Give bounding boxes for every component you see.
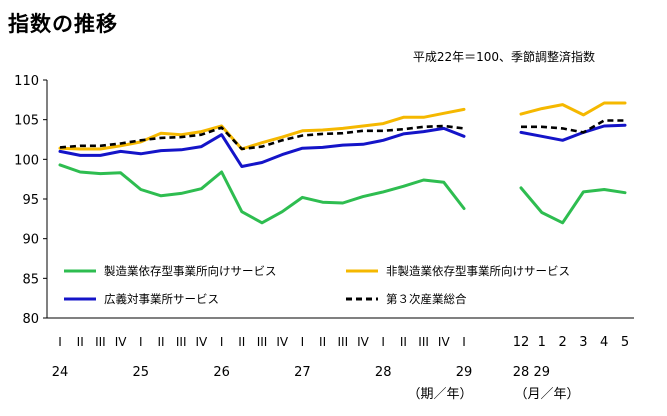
x-unit-label-quarterly: （期／年） <box>407 387 472 402</box>
legend-label-2: 非製造業依存型事業所向けサービス <box>386 264 570 278</box>
x-period-label: IV <box>115 335 128 349</box>
legend-label-3: 広義対事業所サービス <box>104 292 219 306</box>
x-year-label: 24 <box>52 365 69 380</box>
x-period-label: I <box>462 335 466 349</box>
series-line-monthly-4 <box>521 119 625 134</box>
x-period-label: III <box>176 335 187 349</box>
chart-axes: 80 85 90 95 100 105 110 <box>14 74 634 327</box>
y-tick-label: 90 <box>22 233 39 248</box>
x-month-year-label: 29 <box>534 365 551 380</box>
legend: 製造業依存型事業所向けサービス 非製造業依存型事業所向けサービス広義対事業所サービ… <box>64 264 570 306</box>
x-month-label: 1 <box>538 335 546 350</box>
page-title: 指数の推移 <box>8 12 118 36</box>
series-layer <box>58 101 627 225</box>
x-period-label: II <box>400 335 407 349</box>
y-tick-label: 80 <box>22 312 39 327</box>
legend-label-4: 第３次産業総合 <box>386 292 467 306</box>
series-line-monthly-2 <box>519 101 627 117</box>
x-period-label: III <box>95 335 106 349</box>
x-month-label: 2 <box>558 335 566 350</box>
x-month-label: 12 <box>513 335 530 350</box>
series-line-monthly-3 <box>519 123 627 142</box>
x-period-label: I <box>58 335 62 349</box>
legend-label-1: 製造業依存型事業所向けサービス <box>104 264 277 278</box>
x-year-label: 28 <box>375 365 392 380</box>
x-period-label: IV <box>276 335 289 349</box>
x-period-label: IV <box>438 335 451 349</box>
series-line-quarterly-2 <box>58 107 466 151</box>
y-tick-label: 105 <box>14 114 39 129</box>
x-period-label: III <box>337 335 348 349</box>
x-period-label: I <box>139 335 143 349</box>
x-year-label: 29 <box>456 365 473 380</box>
y-tick-label: 100 <box>14 153 39 168</box>
y-tick-label: 85 <box>22 272 39 287</box>
series-line-quarterly-4 <box>59 124 465 151</box>
series-line-quarterly-1 <box>58 163 466 225</box>
x-month-label: 4 <box>600 335 608 350</box>
x-period-label: II <box>238 335 245 349</box>
x-period-label: IV <box>196 335 209 349</box>
x-period-label: II <box>157 335 164 349</box>
x-month-label: 5 <box>621 335 629 350</box>
x-period-label: III <box>418 335 429 349</box>
x-axis-labels: I II III IV I II III IV I II III IV I II III IV I II III IV… <box>52 335 629 402</box>
series-line-monthly-1 <box>519 186 627 225</box>
x-period-label: III <box>257 335 268 349</box>
x-period-label: IV <box>357 335 370 349</box>
x-month-year-label: 28 <box>513 365 530 380</box>
y-tick-label: 110 <box>14 74 39 89</box>
y-tick-label: 95 <box>22 193 39 208</box>
x-period-label: II <box>319 335 326 349</box>
x-period-label: II <box>77 335 84 349</box>
x-period-label: I <box>220 335 224 349</box>
x-year-label: 27 <box>294 365 311 380</box>
x-period-label: I <box>381 335 385 349</box>
x-unit-label-monthly: （月／年） <box>514 387 579 402</box>
x-year-label: 25 <box>133 365 150 380</box>
x-month-label: 3 <box>579 335 587 350</box>
x-year-label: 26 <box>213 365 230 380</box>
series-line-quarterly-3 <box>58 126 466 168</box>
chart-subtitle: 平成22年＝100、季節調整済指数 <box>413 49 595 64</box>
x-period-label: I <box>301 335 305 349</box>
